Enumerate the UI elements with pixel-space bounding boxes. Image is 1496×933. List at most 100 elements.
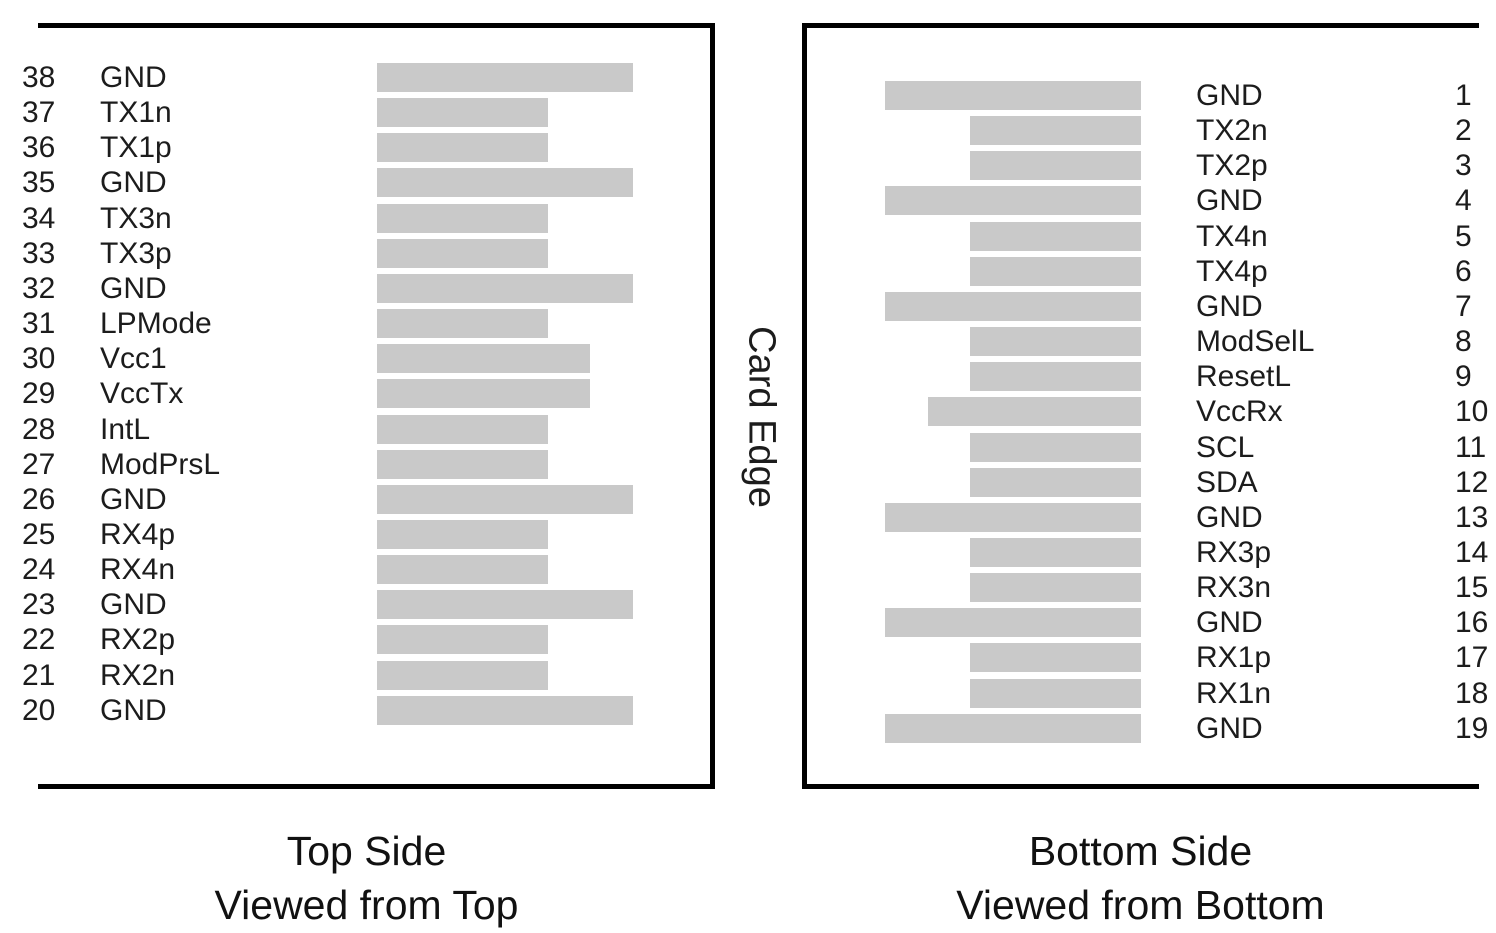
pin-name: GND bbox=[1196, 289, 1263, 323]
pin-row: 27 ModPrsL bbox=[0, 447, 1496, 481]
pin-number: 15 bbox=[1455, 571, 1489, 605]
pin-number: 16 bbox=[1455, 606, 1489, 640]
pin-number: 1 bbox=[1455, 79, 1472, 112]
pin-pad bbox=[885, 81, 1141, 110]
pin-number: 18 bbox=[1455, 676, 1489, 710]
pin-row: 38 GND bbox=[0, 61, 1496, 94]
pin-number: 36 bbox=[22, 131, 56, 165]
pin-pad bbox=[377, 203, 548, 233]
pin-number: 3 bbox=[1455, 149, 1472, 183]
pin-pad bbox=[970, 116, 1141, 146]
pin-name: RX2p bbox=[100, 623, 176, 657]
pin-name: ModPrsL bbox=[100, 447, 221, 481]
pin-row: 19 GND bbox=[0, 711, 1496, 745]
pin-number: 13 bbox=[1455, 500, 1489, 534]
pin-name: GND bbox=[1196, 500, 1263, 534]
pin-row: 21 RX2n bbox=[0, 658, 1496, 692]
pin-number: 22 bbox=[22, 623, 56, 657]
pin-number: 38 bbox=[22, 61, 56, 94]
pin-pad bbox=[885, 186, 1141, 216]
pin-name: RX4n bbox=[100, 553, 176, 587]
pin-row: 11 SCL bbox=[0, 430, 1496, 464]
pin-pad bbox=[377, 238, 548, 268]
pin-number: 29 bbox=[22, 377, 56, 411]
pin-name: ModSelL bbox=[1196, 325, 1315, 358]
pin-pad bbox=[970, 467, 1141, 497]
pin-number: 26 bbox=[22, 482, 56, 516]
pin-name: RX4p bbox=[100, 518, 176, 551]
pin-row: 28 IntL bbox=[0, 412, 1496, 446]
pin-number: 14 bbox=[1455, 536, 1489, 569]
pin-pad bbox=[377, 379, 590, 409]
pin-pad bbox=[377, 344, 590, 374]
pin-number: 25 bbox=[22, 518, 56, 551]
pin-number: 24 bbox=[22, 553, 56, 587]
pin-number: 20 bbox=[22, 693, 56, 727]
pin-name: GND bbox=[1196, 79, 1263, 112]
pin-row: 26 GND bbox=[0, 482, 1496, 516]
pin-name: TX3p bbox=[100, 236, 172, 270]
pin-pad bbox=[970, 643, 1141, 673]
pin-number: 8 bbox=[1455, 325, 1472, 358]
pin-name: RX3n bbox=[1196, 571, 1272, 605]
pin-name: TX4p bbox=[1196, 254, 1268, 288]
pin-row: 22 RX2p bbox=[0, 623, 1496, 657]
pin-number: 11 bbox=[1455, 430, 1487, 464]
pin-row: 5 TX4n bbox=[0, 219, 1496, 253]
pin-name: VccRx bbox=[1196, 395, 1283, 429]
pin-name: GND bbox=[100, 61, 167, 94]
top-side-panel-outline bbox=[38, 23, 715, 789]
pin-number: 4 bbox=[1455, 184, 1472, 218]
pin-pad bbox=[377, 625, 548, 655]
pin-name: GND bbox=[100, 588, 167, 622]
pin-pad bbox=[377, 590, 633, 620]
pin-number: 19 bbox=[1455, 711, 1489, 745]
pin-row: 7 GND bbox=[0, 289, 1496, 323]
pin-name: LPMode bbox=[100, 307, 212, 340]
pin-name: TX4n bbox=[1196, 219, 1268, 253]
pin-name: SDA bbox=[1196, 465, 1258, 499]
pin-number: 21 bbox=[22, 658, 56, 692]
pin-pad bbox=[970, 151, 1141, 181]
pin-name: VccTx bbox=[100, 377, 184, 411]
pin-row: 29 VccTx bbox=[0, 377, 1496, 411]
pin-name: TX1p bbox=[100, 131, 172, 165]
pin-number: 7 bbox=[1455, 289, 1472, 323]
pin-name: IntL bbox=[100, 412, 151, 446]
pin-name: Vcc1 bbox=[100, 342, 167, 376]
pin-pad bbox=[377, 414, 548, 444]
pin-row: 4 GND bbox=[0, 184, 1496, 218]
pin-name: GND bbox=[1196, 606, 1263, 640]
top-side-caption-line2: Viewed from Top bbox=[214, 882, 519, 928]
pin-row: 24 RX4n bbox=[0, 553, 1496, 587]
pin-number: 2 bbox=[1455, 114, 1472, 148]
pin-row: 1 GND bbox=[0, 79, 1496, 112]
pin-row: 30 Vcc1 bbox=[0, 342, 1496, 376]
pin-number: 35 bbox=[22, 166, 56, 200]
pin-pad bbox=[970, 538, 1141, 567]
card-edge-label: Card Edge bbox=[740, 326, 783, 508]
pin-row: 33 TX3p bbox=[0, 236, 1496, 270]
pin-row: 16 GND bbox=[0, 606, 1496, 640]
pin-pad bbox=[970, 256, 1141, 286]
pin-name: TX2p bbox=[1196, 149, 1268, 183]
pin-row: 8 ModSelL bbox=[0, 325, 1496, 358]
pin-number: 6 bbox=[1455, 254, 1472, 288]
pin-row: 32 GND bbox=[0, 271, 1496, 305]
pin-name: RX3p bbox=[1196, 536, 1272, 569]
pin-pad bbox=[377, 660, 548, 690]
pin-pad bbox=[377, 63, 633, 92]
pin-number: 23 bbox=[22, 588, 56, 622]
bottom-side-caption: Bottom Side Viewed from Bottom bbox=[802, 824, 1479, 932]
pin-number: 34 bbox=[22, 201, 56, 235]
pin-pad bbox=[885, 502, 1141, 532]
pin-number: 9 bbox=[1455, 360, 1472, 394]
pin-row: 18 RX1n bbox=[0, 676, 1496, 710]
pin-row: 25 RX4p bbox=[0, 518, 1496, 551]
pin-pad bbox=[377, 309, 548, 338]
pin-row: 20 GND bbox=[0, 693, 1496, 727]
pin-row: 3 TX2p bbox=[0, 149, 1496, 183]
pin-name: GND bbox=[100, 271, 167, 305]
bottom-side-panel-outline bbox=[802, 23, 1479, 789]
